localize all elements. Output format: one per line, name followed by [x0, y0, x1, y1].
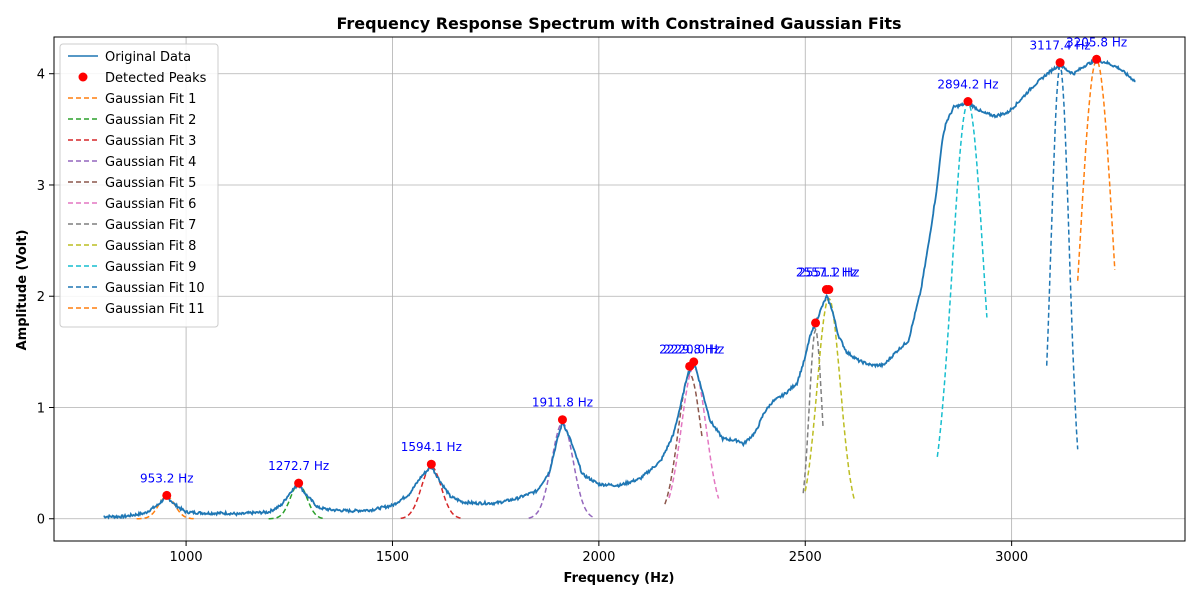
y-tick-label: 4	[37, 68, 45, 83]
peak-annotation: 1911.8 Hz	[532, 396, 593, 410]
peak-annotation: 3117.4 Hz	[1030, 39, 1091, 53]
y-axis-label: Amplitude (Volt)	[15, 230, 30, 351]
y-axis-ticks: 0 1 2 3 4	[37, 68, 54, 528]
legend-entry-label: Gaussian Fit 2	[105, 113, 196, 128]
x-tick-label: 1000	[170, 550, 203, 565]
gaussian-fit-line	[668, 366, 720, 499]
x-tick-label: 2500	[789, 550, 822, 565]
detected-peaks-layer	[162, 54, 1102, 500]
legend-entry-label: Gaussian Fit 11	[105, 302, 205, 317]
peak-annotation: 1594.1 Hz	[401, 440, 462, 454]
peak-annotation: 2894.2 Hz	[937, 78, 998, 92]
x-axis-ticks: 1000 1500 2000 2500 3000	[170, 541, 1028, 565]
legend-box	[59, 43, 219, 328]
legend-entry-label: Gaussian Fit 3	[105, 134, 196, 149]
legend-entry-label: Gaussian Fit 10	[105, 281, 205, 296]
gaussian-fit-line	[528, 422, 595, 519]
legend-entry-label: Gaussian Fit 7	[105, 218, 196, 233]
peak-annotation: 1272.7 Hz	[268, 459, 329, 473]
gaussian-fit-line	[136, 495, 196, 520]
gaussian-fits	[136, 59, 1116, 520]
y-tick-label: 1	[37, 401, 45, 416]
legend-entry-label: Gaussian Fit 1	[105, 92, 196, 107]
peak-annotation: 953.2 Hz	[140, 471, 194, 485]
gaussian-fit-line	[1045, 63, 1079, 450]
detected-peak-point	[1055, 58, 1065, 68]
detected-peak-point	[294, 478, 304, 488]
legend-entry-label: Original Data	[105, 50, 191, 65]
legend-entry-label: Gaussian Fit 6	[105, 197, 196, 212]
gaussian-fit-line	[268, 483, 326, 520]
legend-entry-label: Gaussian Fit 4	[105, 155, 196, 170]
x-tick-label: 3000	[995, 550, 1028, 565]
x-tick-label: 1500	[376, 550, 409, 565]
detected-peak-point	[557, 415, 567, 425]
detected-peak-point	[1092, 54, 1102, 64]
y-tick-label: 0	[37, 513, 45, 528]
x-axis-label: Frequency (Hz)	[564, 571, 675, 586]
legend-marker	[78, 72, 88, 82]
peak-annotation: 3205.8 Hz	[1066, 35, 1127, 49]
peak-annotation: 2551.2 Hz	[798, 266, 859, 280]
legend-entry-label: Gaussian Fit 5	[105, 176, 196, 191]
chart-title: Frequency Response Spectrum with Constra…	[337, 14, 902, 33]
legend: Original Data Detected Peaks Gaussian Fit …	[59, 43, 219, 328]
gaussian-fit-line	[936, 101, 988, 457]
gaussian-fit-line	[1076, 59, 1116, 281]
peak-annotations: 953.2 Hz 1272.7 Hz 1594.1 Hz 1911.8 Hz 2229.…	[140, 35, 1127, 485]
peak-annotation: 2557.1 Hz	[796, 266, 857, 280]
grid	[54, 37, 1185, 541]
original-data-line	[103, 57, 1136, 520]
gaussian-fit-line	[400, 465, 463, 520]
legend-entry-label: Gaussian Fit 9	[105, 260, 196, 275]
gaussian-fit-line	[802, 327, 824, 494]
detected-peak-point	[689, 357, 699, 367]
peak-annotation: 2220.0 Hz	[663, 342, 724, 356]
legend-entry-label: Detected Peaks	[105, 71, 207, 86]
legend-entry-label: Gaussian Fit 8	[105, 239, 196, 254]
original-data-layer	[103, 57, 1136, 520]
plot-frame	[53, 36, 1186, 542]
detected-peak-point	[426, 459, 436, 469]
y-tick-label: 3	[37, 179, 45, 194]
gaussian-fit-line	[804, 297, 856, 502]
detected-peak-point	[963, 97, 973, 107]
y-tick-label: 2	[37, 290, 45, 305]
peak-annotation: 2229.8 Hz	[659, 342, 720, 356]
detected-peak-point	[811, 318, 821, 328]
x-tick-label: 2000	[582, 550, 615, 565]
detected-peak-point	[162, 490, 172, 500]
detected-peak-point	[824, 285, 834, 295]
